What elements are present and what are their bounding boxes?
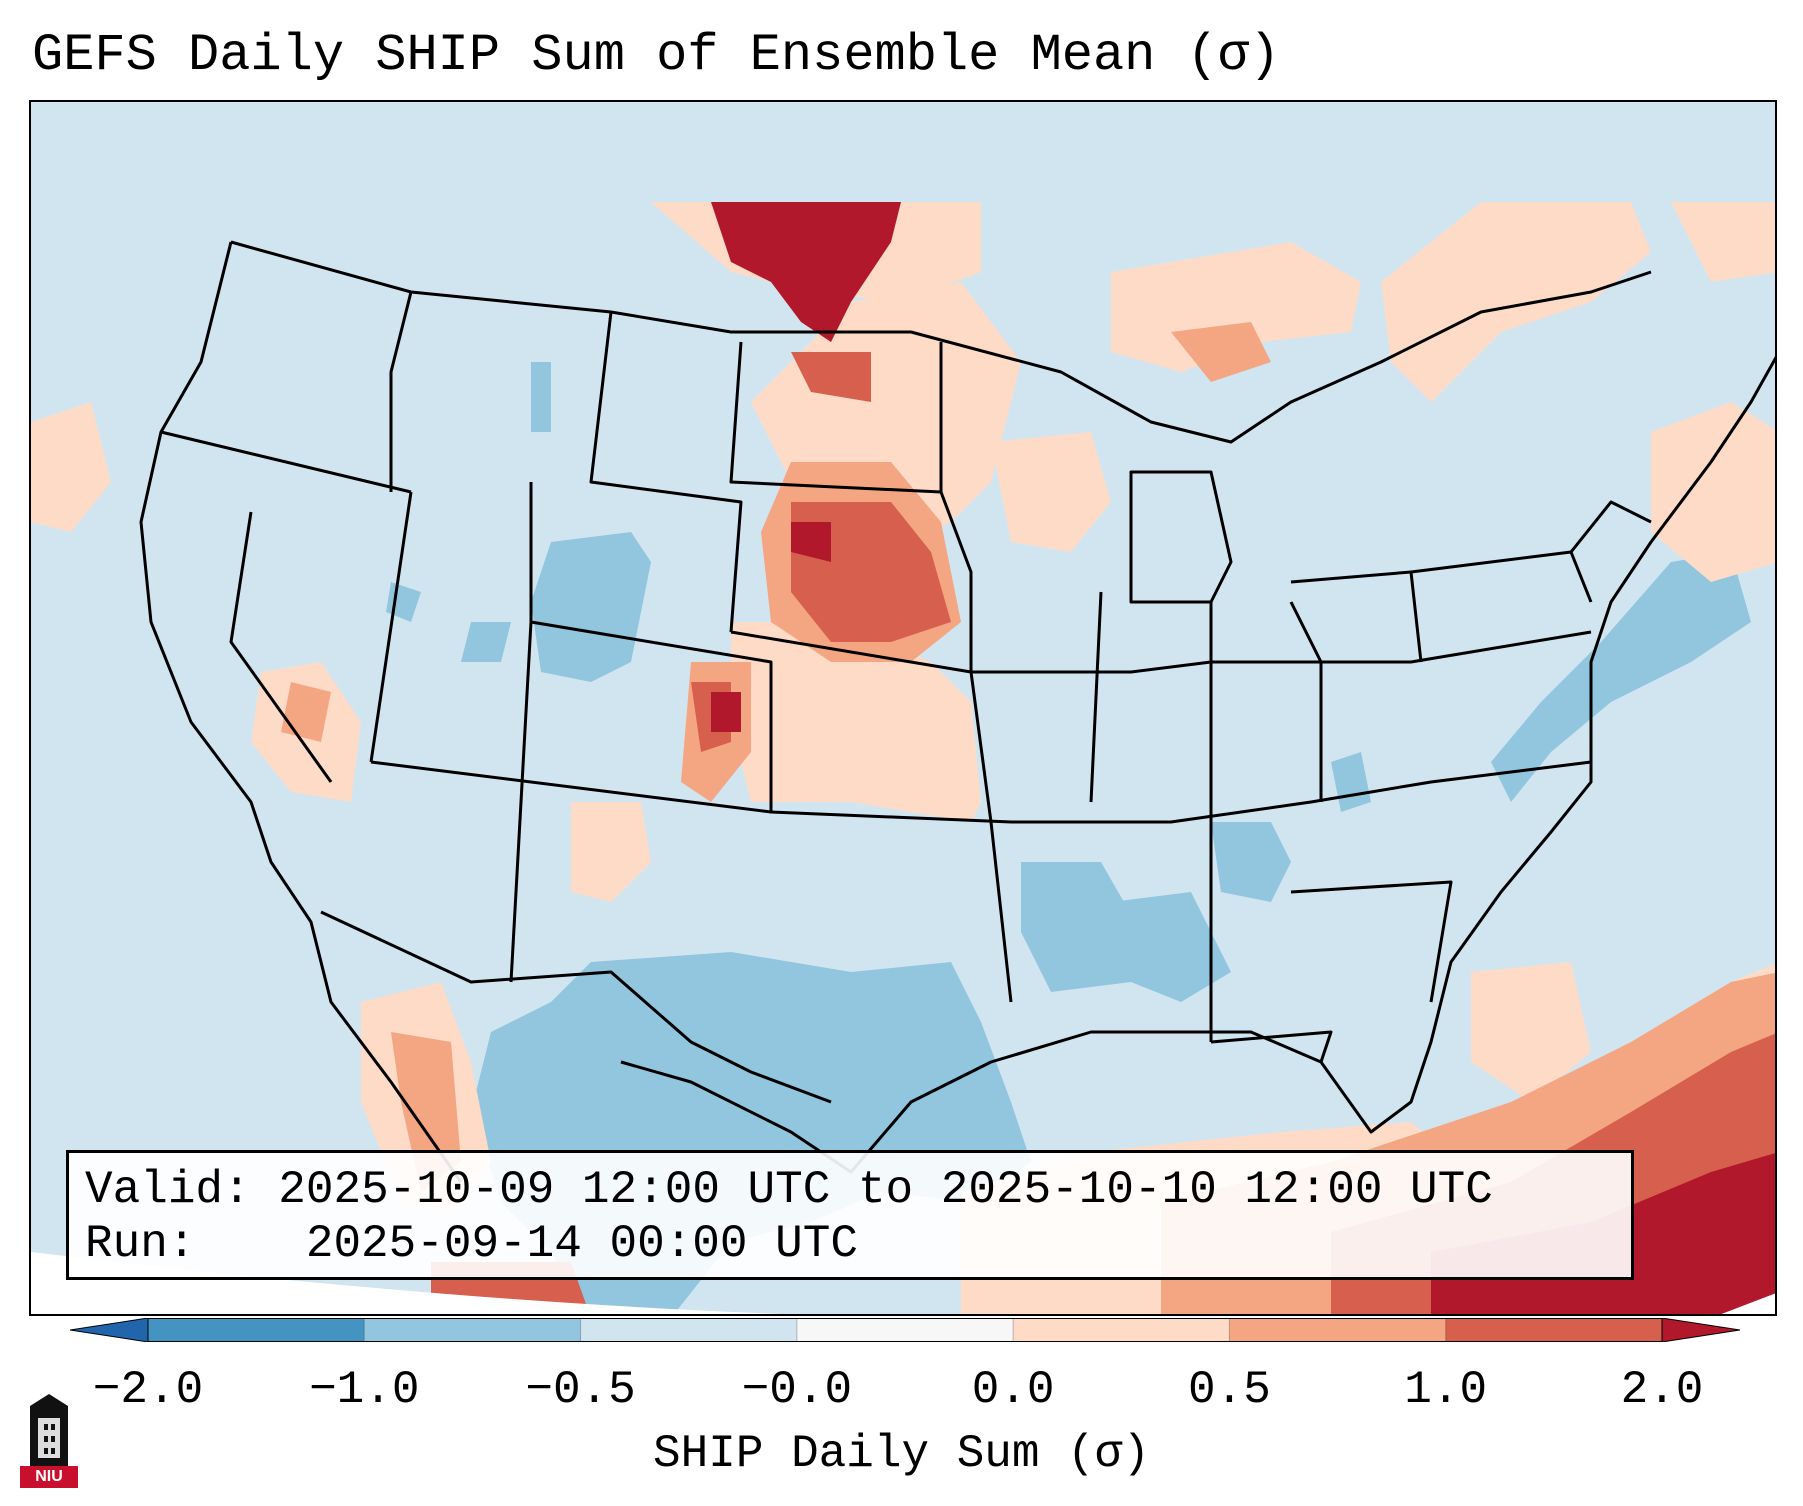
colorbar-extend-high [1661,1318,1740,1342]
colorbar-tick-label: 0.0 [971,1364,1055,1416]
valid-value: 2025-10-09 12:00 UTC to 2025-10-10 12:00… [278,1164,1493,1216]
map-edge-right [1721,1293,1775,1314]
map-edge-left [31,1252,782,1314]
colorbar-extend-low [70,1318,149,1342]
colorbar-tick-label: 1.0 [1404,1364,1488,1416]
colorbar-tick-label: −1.0 [309,1364,420,1416]
colorbar-segment [1013,1318,1230,1342]
colorbar-tick-label: 2.0 [1620,1364,1704,1416]
colorbar-tick-label: −0.0 [741,1364,853,1416]
colorbar-segment [1445,1318,1662,1342]
colorbar-label: SHIP Daily Sum (σ) [653,1428,1150,1480]
colorbar-tick-label: −2.0 [92,1364,204,1416]
chart-title: GEFS Daily SHIP Sum of Ensemble Mean (σ) [32,26,1281,85]
anomaly-map [31,102,1775,1314]
run-label: Run: [85,1218,196,1270]
valid-label: Valid: [85,1164,251,1216]
niu-logo-icon [30,1394,68,1466]
colorbar [70,1318,1740,1342]
run-value: 2025-09-14 00:00 UTC [305,1218,858,1270]
boundaries [139,240,1775,1183]
map-panel [29,100,1777,1316]
colorbar-segment [1229,1318,1446,1342]
colorbar-tick-label: −0.5 [525,1364,636,1416]
niu-logo: NIU [20,1392,78,1488]
niu-logo-text: NIU [20,1466,78,1488]
colorbar-tick-label: 0.5 [1188,1364,1271,1416]
validity-info-box: Valid: 2025-10-09 12:00 UTC to 2025-10-1… [66,1150,1634,1280]
colorbar-segment [580,1318,797,1342]
colorbar-segment [364,1318,581,1342]
colorbar-segment [148,1318,365,1342]
colorbar-segment [796,1318,1014,1342]
